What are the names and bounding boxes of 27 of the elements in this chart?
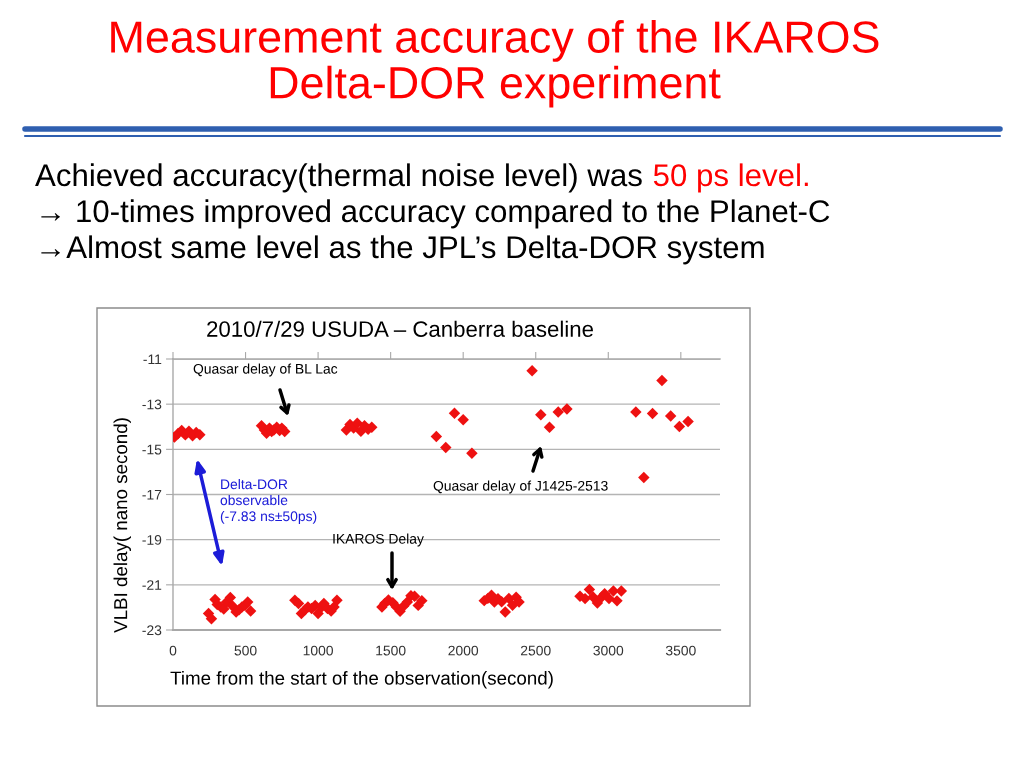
y-tick-label: -21 bbox=[142, 580, 162, 590]
y-tick-label: -11 bbox=[143, 354, 162, 365]
chart-subtitle: 2010/7/29 USUDA – Canberra baseline bbox=[207, 320, 593, 337]
x-tick-label: 1500 bbox=[376, 645, 406, 656]
text: 50 ps level. bbox=[653, 163, 808, 193]
chart-title: Measurement accuracy of the IKAROS Delta-DOR experiment bbox=[111, 20, 879, 108]
annotation: Delta-DOR observable (-7.83 ns±50ps) bbox=[220, 479, 317, 524]
text: → 10-times improved accuracy compared to the Planet-C bbox=[41, 199, 830, 229]
y-axis-title: VLBI delay( nano second) bbox=[113, 418, 131, 633]
x-tick-label: 2000 bbox=[448, 645, 479, 656]
annotation: IKAROS Delay bbox=[333, 533, 424, 547]
y-tick-label: -19 bbox=[142, 535, 162, 545]
x-tick-label: 1000 bbox=[303, 645, 333, 656]
y-tick-label: -17 bbox=[142, 489, 162, 500]
x-tick-label: 500 bbox=[234, 645, 257, 656]
text: →Almost same level as the JPL’s Delta-DOR system bbox=[41, 235, 764, 265]
y-tick-label: -13 bbox=[142, 399, 162, 410]
y-tick-label: -15 bbox=[142, 444, 162, 455]
y-tick-label: -23 bbox=[142, 625, 162, 636]
x-tick-label: 2500 bbox=[520, 645, 551, 656]
annotation: Quasar delay of J1425-2513 bbox=[433, 480, 608, 494]
x-tick-label: 3000 bbox=[593, 645, 624, 656]
x-axis-title: Time from the start of the observation(second) bbox=[170, 671, 553, 689]
text: Achieved accuracy(thermal noise level) was bbox=[35, 163, 642, 193]
x-tick-label: 3500 bbox=[665, 645, 696, 656]
annotation: Quasar delay of BL Lac bbox=[193, 363, 338, 377]
x-tick-label: 0 bbox=[169, 645, 177, 656]
